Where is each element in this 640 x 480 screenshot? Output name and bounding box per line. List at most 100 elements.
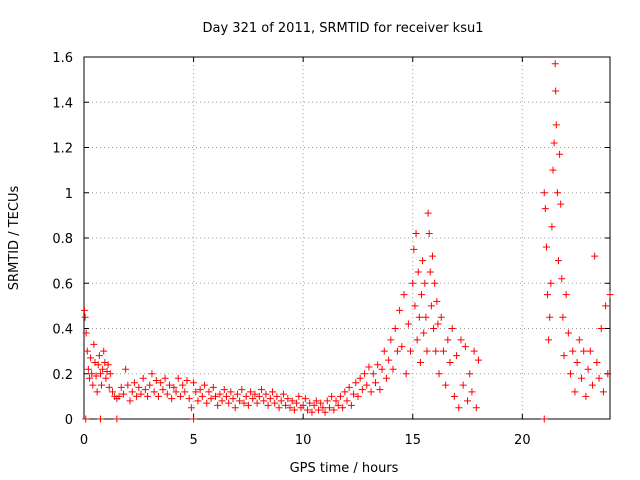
y-tick-label: 1 — [65, 187, 73, 202]
data-point — [207, 395, 215, 403]
data-point — [453, 352, 461, 360]
data-point — [540, 189, 548, 197]
data-point — [258, 386, 266, 394]
data-point — [185, 395, 193, 403]
data-point — [334, 401, 342, 409]
data-point — [548, 223, 556, 231]
data-point — [150, 388, 158, 396]
data-point — [220, 386, 228, 394]
data-point — [319, 404, 327, 412]
data-point — [92, 372, 100, 380]
data-point — [350, 390, 358, 398]
y-axis-label: SRMTID / TECUs — [7, 186, 22, 291]
data-point — [179, 381, 187, 389]
data-point — [323, 397, 331, 405]
data-point — [459, 381, 467, 389]
data-point — [599, 388, 607, 396]
data-point — [389, 365, 397, 373]
data-point — [593, 358, 601, 366]
data-point — [431, 279, 439, 287]
data-point — [367, 388, 375, 396]
data-point — [356, 374, 364, 382]
data-point — [604, 370, 612, 378]
data-point — [547, 279, 555, 287]
data-point — [419, 257, 427, 265]
data-point — [152, 377, 160, 385]
data-point — [212, 392, 219, 400]
data-point — [363, 381, 371, 389]
data-point — [135, 383, 143, 391]
data-point — [183, 377, 191, 385]
data-point — [163, 390, 171, 398]
data-point — [446, 358, 454, 366]
data-point — [588, 381, 596, 389]
data-point — [550, 139, 558, 147]
data-point — [89, 381, 97, 389]
data-point — [332, 397, 340, 405]
data-point — [304, 406, 312, 414]
data-point — [247, 388, 255, 396]
data-point — [336, 392, 344, 400]
data-point — [425, 229, 433, 237]
data-point — [410, 245, 418, 253]
data-point — [238, 386, 246, 394]
data-point — [174, 374, 182, 382]
data-point — [216, 390, 224, 398]
data-point — [470, 347, 478, 355]
data-point — [295, 392, 303, 400]
data-point — [262, 390, 270, 398]
data-point — [428, 252, 436, 260]
data-point — [352, 379, 360, 387]
data-point — [347, 401, 355, 409]
data-point — [358, 386, 366, 394]
data-point — [455, 404, 463, 412]
data-point — [567, 370, 575, 378]
data-point — [546, 313, 554, 321]
data-point — [82, 415, 90, 423]
data-point — [597, 325, 605, 332]
data-point — [96, 370, 104, 378]
data-point — [424, 209, 432, 217]
data-point — [293, 399, 301, 407]
data-point — [606, 291, 614, 299]
data-point — [387, 336, 395, 344]
data-point — [393, 347, 401, 355]
data-point — [472, 404, 480, 412]
data-point — [549, 166, 557, 174]
data-point — [168, 395, 176, 403]
data-point — [328, 392, 336, 400]
data-point — [416, 358, 424, 366]
data-point — [80, 306, 88, 314]
data-point — [354, 392, 362, 400]
data-point — [317, 399, 325, 407]
data-point — [115, 392, 123, 400]
data-point — [260, 397, 268, 405]
axis-ticks: 0 0.2 0.4 0.6 0.8 1 1.2 1.4 1.6 0 5 10 15 20 — [52, 51, 610, 448]
data-point — [552, 87, 560, 95]
data-point — [192, 388, 200, 396]
data-point — [468, 388, 476, 396]
data-point — [144, 392, 152, 400]
data-point — [98, 381, 106, 389]
data-point — [554, 257, 562, 265]
data-point — [414, 268, 422, 276]
data-point — [582, 392, 590, 400]
data-point — [411, 302, 419, 310]
data-point — [122, 365, 130, 373]
data-point — [339, 404, 347, 412]
data-point — [560, 352, 568, 360]
data-point — [571, 388, 579, 396]
data-point — [90, 340, 98, 348]
data-point — [214, 401, 222, 409]
data-point — [444, 336, 452, 344]
data-point — [133, 392, 141, 400]
data-point — [369, 370, 377, 378]
y-tick-label: 0.8 — [52, 232, 73, 247]
data-point — [148, 370, 156, 378]
data-point — [345, 383, 353, 391]
data-point — [84, 365, 92, 373]
data-point — [591, 252, 599, 260]
y-tick-label: 0.2 — [52, 368, 73, 383]
data-point — [190, 415, 198, 423]
data-point — [282, 401, 290, 409]
